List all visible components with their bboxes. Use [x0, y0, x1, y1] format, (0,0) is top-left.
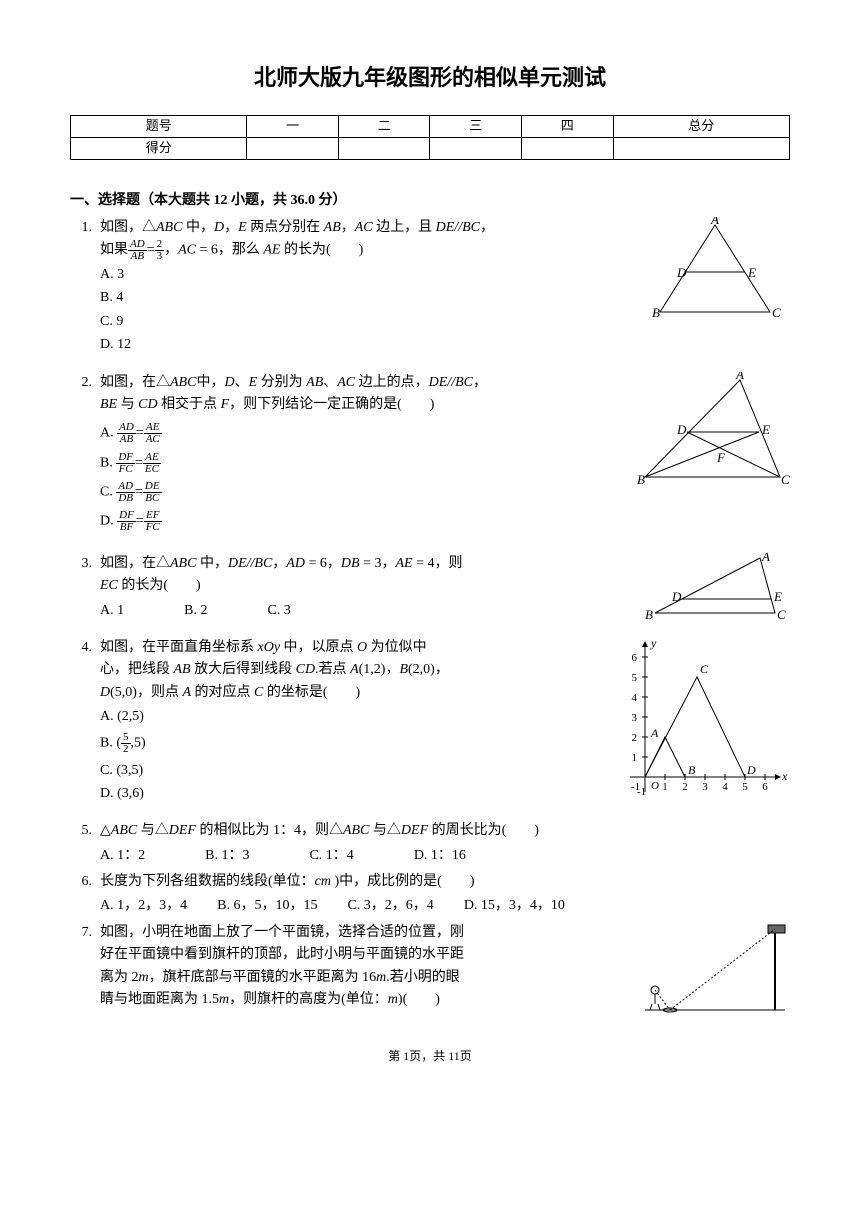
svg-text:4: 4	[722, 781, 728, 793]
svg-text:6: 6	[762, 781, 768, 793]
th-num: 题号	[71, 116, 247, 138]
section-heading: 一、选择题（本大题共 12 小题，共 36.0 分）	[70, 190, 790, 212]
svg-text:E: E	[747, 265, 756, 280]
svg-text:E: E	[761, 422, 770, 437]
svg-text:A: A	[710, 217, 719, 227]
svg-text:B: B	[637, 472, 645, 487]
q6-optA: A. 1，2，3，4	[100, 895, 187, 917]
question-6: 6. 长度为下列各组数据的线段(单位：cm )中，成比例的是( ) A. 1，2…	[70, 871, 790, 918]
q1-text: 如图，△ABC 中，D，E 两点分别在 AB，AC 边上，且 DE//BC， 如…	[100, 217, 630, 358]
svg-text:O: O	[651, 780, 659, 792]
q7-text: 如图，小明在地面上放了一个平面镜，选择合适的位置，刚 好在平面镜中看到旗杆的顶部…	[100, 922, 630, 1017]
svg-text:D: D	[676, 265, 687, 280]
q5-optA: A. 1：2	[100, 845, 145, 867]
cell	[430, 138, 522, 160]
svg-text:1: 1	[632, 752, 638, 764]
q6-optB: B. 6，5，10，15	[217, 895, 317, 917]
svg-text:2: 2	[632, 732, 638, 744]
q6-optC: C. 3，2，6，4	[347, 895, 433, 917]
svg-text:C: C	[700, 662, 709, 676]
q5-num: 5.	[70, 820, 100, 867]
q6-optD: D. 15，3，4，10	[464, 895, 565, 917]
cell	[247, 138, 339, 160]
cell	[613, 138, 789, 160]
svg-text:y: y	[650, 637, 657, 650]
svg-text:4: 4	[632, 692, 638, 704]
q3-optB: B. 2	[184, 600, 207, 622]
svg-text:5: 5	[742, 781, 748, 793]
question-5: 5. △ABC 与△DEF 的相似比为 1：4，则△ABC 与△DEF 的周长比…	[70, 820, 790, 867]
question-3: 3. 如图，在△ABC 中，DE//BC，AD = 6，DB = 3，AE = …	[70, 553, 790, 623]
q7-num: 7.	[70, 922, 100, 1017]
score-table: 题号 一 二 三 四 总分 得分	[70, 115, 790, 160]
svg-text:B: B	[652, 305, 660, 320]
cell	[522, 138, 614, 160]
question-4: 4. 如图，在平面直角坐标系 xOy 中，以原点 O 为位似中 心，把线段 AB…	[70, 637, 790, 806]
th-total: 总分	[613, 116, 789, 138]
svg-text:D: D	[676, 422, 687, 437]
q1-num: 1.	[70, 217, 100, 358]
svg-text:F: F	[716, 450, 726, 465]
th-4: 四	[522, 116, 614, 138]
q1-optC: C. 9	[100, 311, 630, 333]
cell	[338, 138, 430, 160]
q5-optB: B. 1：3	[205, 845, 249, 867]
svg-text:E: E	[773, 589, 782, 604]
q6-text: 长度为下列各组数据的线段(单位：cm )中，成比例的是( ) A. 1，2，3，…	[100, 871, 790, 918]
svg-text:5: 5	[632, 672, 638, 684]
svg-text:C: C	[781, 472, 790, 487]
q4-figure: 123456 123456 -1 -1 O x y A B C D	[615, 637, 790, 806]
q1-figure: A D E B C	[640, 217, 790, 358]
svg-text:B: B	[688, 763, 696, 777]
svg-text:1: 1	[662, 781, 668, 793]
q1-optB: B. 4	[100, 287, 630, 309]
question-7: 7. 如图，小明在地面上放了一个平面镜，选择合适的位置，刚 好在平面镜中看到旗杆…	[70, 922, 790, 1017]
q2-num: 2.	[70, 372, 100, 539]
q3-optC: C. 3	[267, 600, 290, 622]
q6-num: 6.	[70, 871, 100, 918]
q1-optD: D. 12	[100, 334, 630, 356]
q3-optA: A. 1	[100, 600, 124, 622]
q5-text: △ABC 与△DEF 的相似比为 1：4，则△ABC 与△DEF 的周长比为( …	[100, 820, 790, 867]
svg-text:x: x	[781, 769, 788, 783]
q4-text: 如图，在平面直角坐标系 xOy 中，以原点 O 为位似中 心，把线段 AB 放大…	[100, 637, 605, 806]
page-footer: 第 1页，共 11页	[70, 1047, 790, 1066]
svg-text:A: A	[650, 726, 659, 740]
q4-optA: A. (2,5)	[100, 706, 605, 728]
q3-text: 如图，在△ABC 中，DE//BC，AD = 6，DB = 3，AE = 4，则…	[100, 553, 630, 623]
q2-text: 如图，在△ABC中，D、E 分别为 AB、AC 边上的点，DE//BC， BE …	[100, 372, 625, 539]
q4-optD: D. (3,6)	[100, 783, 605, 805]
svg-text:3: 3	[702, 781, 708, 793]
svg-text:D: D	[746, 763, 756, 777]
svg-text:B: B	[645, 607, 653, 622]
th-1: 一	[247, 116, 339, 138]
th-2: 二	[338, 116, 430, 138]
q4-num: 4.	[70, 637, 100, 806]
q5-optC: C. 1：4	[309, 845, 353, 867]
svg-text:6: 6	[632, 652, 638, 664]
q5-optD: D. 1：16	[414, 845, 466, 867]
svg-text:A: A	[735, 372, 744, 382]
q1-optA: A. 3	[100, 264, 630, 286]
th-3: 三	[430, 116, 522, 138]
svg-text:D: D	[671, 589, 682, 604]
svg-text:C: C	[772, 305, 781, 320]
q4-optB: B. (52,5)	[100, 732, 605, 755]
q2-figure: A D E F B C	[635, 372, 790, 539]
svg-text:C: C	[777, 607, 786, 622]
question-2: 2. 如图，在△ABC中，D、E 分别为 AB、AC 边上的点，DE//BC， …	[70, 372, 790, 539]
svg-text:A: A	[761, 553, 770, 564]
svg-text:-1: -1	[637, 786, 646, 797]
question-1: 1. 如图，△ABC 中，D，E 两点分别在 AB，AC 边上，且 DE//BC…	[70, 217, 790, 358]
q3-figure: A D E B C	[640, 553, 790, 623]
q3-num: 3.	[70, 553, 100, 623]
q7-figure	[640, 922, 790, 1017]
svg-text:2: 2	[682, 781, 688, 793]
row-score-label: 得分	[71, 138, 247, 160]
svg-text:3: 3	[632, 712, 638, 724]
q4-optC: C. (3,5)	[100, 760, 605, 782]
page-title: 北师大版九年级图形的相似单元测试	[70, 60, 790, 95]
